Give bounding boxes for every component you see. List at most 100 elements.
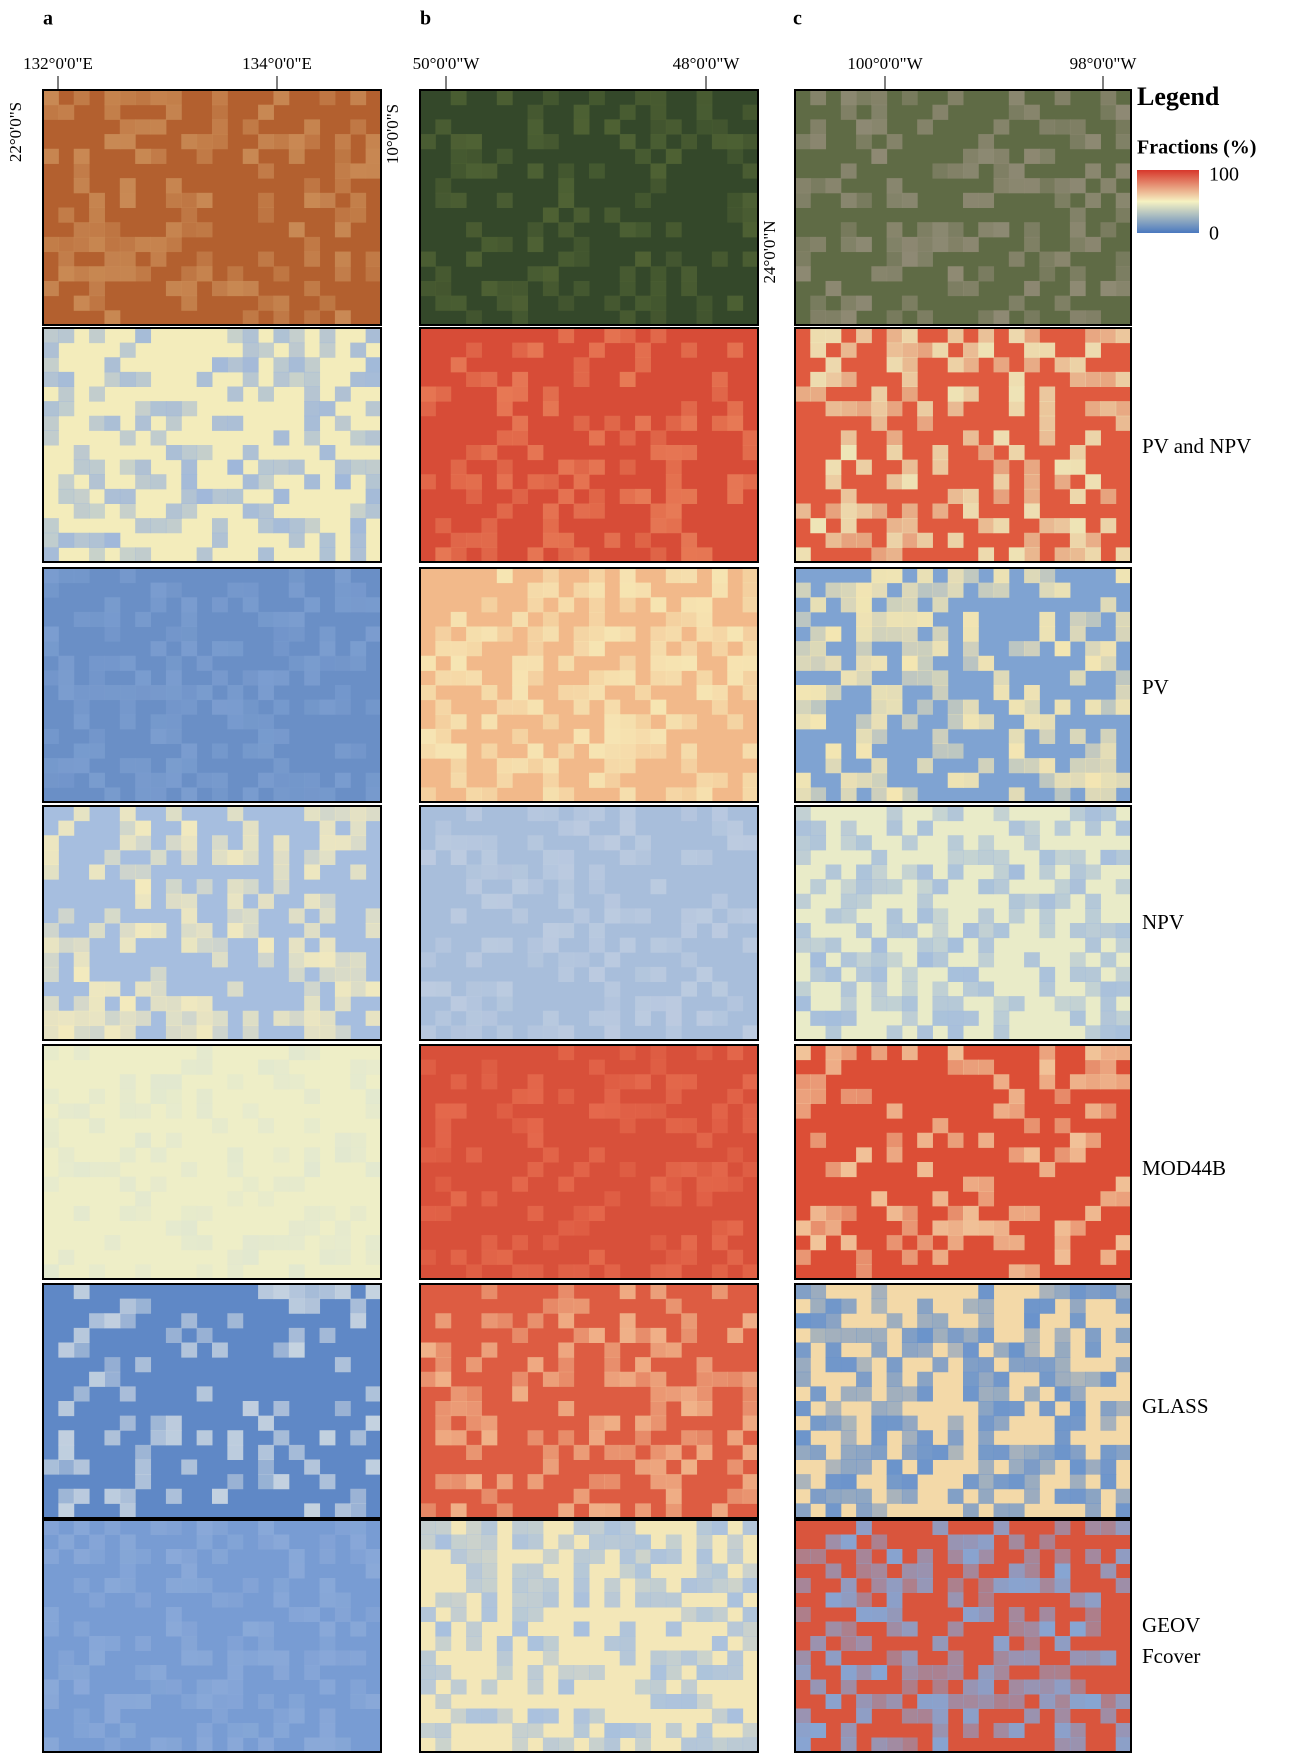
map-pixel [466,879,482,894]
map-pixel [197,1045,213,1060]
map-pixel [350,1489,366,1504]
map-pixel [273,1074,289,1089]
map-pixel [650,281,666,296]
map-pixel [887,445,903,460]
map-pixel [589,1104,605,1119]
map-pixel [841,1445,857,1460]
map-pixel [451,1549,467,1564]
map-pixel [994,1074,1010,1089]
map-pixel [366,923,382,938]
map-pixel [1070,119,1086,134]
map-pixel [497,460,513,475]
map-pixel [963,568,979,583]
map-pixel [902,252,918,267]
map-pixel [528,1313,544,1328]
map-pixel [466,1474,482,1489]
map-pixel [795,583,811,598]
map-pixel [1009,700,1025,715]
map-pixel [1100,1191,1116,1206]
map-pixel [743,568,759,583]
map-pixel [435,1401,451,1416]
map-pixel [258,460,274,475]
map-pixel [304,1089,320,1104]
map-pixel [197,372,213,387]
map-pixel [963,357,979,372]
map-pixel [558,1264,574,1279]
map-pixel [948,328,964,343]
map-pixel [366,1694,382,1709]
map-pixel [589,879,605,894]
map-pixel [620,627,636,642]
map-pixel [43,583,59,598]
map-pixel [1100,729,1116,744]
map-pixel [512,1607,528,1622]
map-pixel [604,627,620,642]
map-pixel [58,1503,74,1518]
map-pixel [543,1235,559,1250]
map-pixel [197,1060,213,1075]
map-pixel [887,685,903,700]
map-pixel [697,1738,713,1753]
map-pixel [1039,518,1055,533]
map-pixel [871,850,887,865]
map-pixel [289,343,305,358]
map-pixel [635,1372,651,1387]
map-pixel [1055,1430,1071,1445]
map-pixel [74,685,90,700]
map-pixel [335,149,351,164]
map-pixel [258,105,274,120]
map-pixel [320,328,336,343]
map-pixel [151,729,167,744]
map-pixel [917,1299,933,1314]
map-pixel [135,758,151,773]
map-pixel [451,1104,467,1119]
map-pixel [58,1445,74,1460]
map-pixel [273,850,289,865]
map-pixel [620,568,636,583]
map-pixel [795,193,811,208]
map-pixel [320,1622,336,1637]
map-pixel [74,1520,90,1535]
map-pixel [528,1607,544,1622]
map-pixel [856,1636,872,1651]
map-pixel [620,938,636,953]
map-pixel [743,1520,759,1535]
map-pixel [497,1250,513,1265]
map-pixel [826,1489,842,1504]
map-pixel [197,656,213,671]
map-pixel [810,134,826,149]
map-pixel [963,612,979,627]
map-pixel [120,938,136,953]
map-pixel [481,1680,497,1695]
map-pixel [120,758,136,773]
map-pixel [1116,773,1132,788]
map-pixel [978,938,994,953]
map-pixel [727,193,743,208]
map-pixel [1100,1709,1116,1724]
map-pixel [166,1430,182,1445]
map-pixel [743,1372,759,1387]
map-pixel [666,787,682,802]
map-pixel [826,1343,842,1358]
map-pixel [289,773,305,788]
map-pixel [273,1593,289,1608]
map-pixel [512,416,528,431]
map-pixel [258,252,274,267]
map-pixel [481,835,497,850]
map-pixel [841,1723,857,1738]
map-pixel [635,1535,651,1550]
map-pixel [681,1430,697,1445]
map-pixel [1009,908,1025,923]
map-pixel [1070,1386,1086,1401]
map-pixel [1024,1328,1040,1343]
map-pixel [743,1578,759,1593]
map-pixel [481,597,497,612]
map-pixel [335,474,351,489]
map-pixel [243,923,259,938]
map-pixel [1116,1738,1132,1753]
map-pixel [104,489,120,504]
map-pixel [826,1221,842,1236]
map-pixel [1039,714,1055,729]
map-pixel [451,714,467,729]
map-pixel [604,894,620,909]
